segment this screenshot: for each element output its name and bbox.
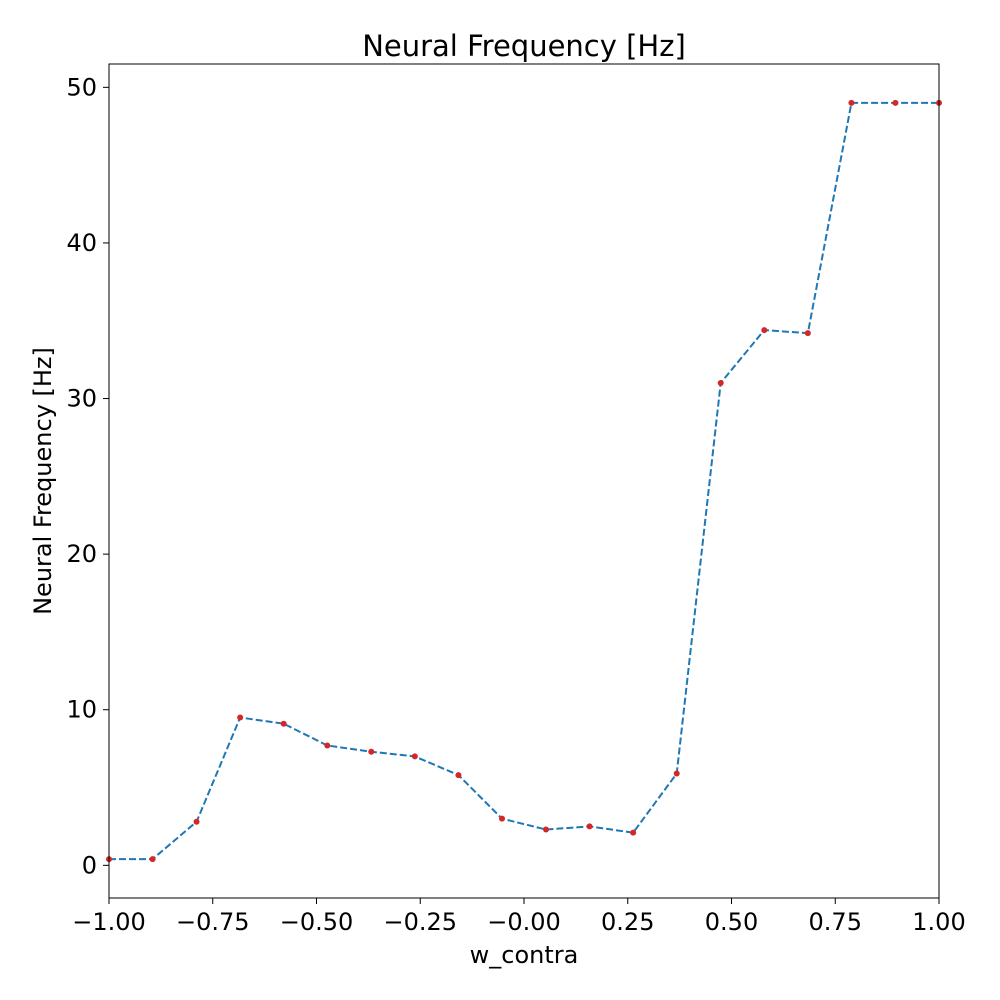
y-tick-label: 40 [66, 229, 97, 257]
data-point [499, 815, 506, 822]
data-point [761, 327, 768, 334]
data-point [149, 856, 156, 863]
x-tick-label: −0.25 [383, 908, 457, 936]
y-axis-ticks: 0 10 20 30 40 50 [66, 73, 109, 879]
x-axis-ticks: −1.00 −0.75 −0.50 −0.25 −0.00 0.25 0.50 0.75 1.0… [72, 898, 966, 936]
plot-series [106, 99, 942, 863]
data-point [892, 99, 899, 106]
x-tick-label: −0.50 [280, 908, 354, 936]
x-tick-label: 0.50 [705, 908, 758, 936]
x-tick-label: −0.00 [487, 908, 561, 936]
x-axis-label: w_contra [470, 941, 579, 969]
plot-frame [108, 63, 940, 899]
data-point [586, 823, 593, 830]
data-point [455, 772, 462, 779]
x-tick-label: −0.75 [176, 908, 250, 936]
series-line [109, 101, 939, 861]
data-point [804, 330, 811, 337]
y-tick-label: 20 [66, 540, 97, 568]
data-point [193, 818, 200, 825]
data-point [411, 753, 418, 760]
y-tick-label: 0 [82, 851, 97, 879]
y-tick-label: 10 [66, 696, 97, 724]
data-point [848, 99, 855, 106]
x-tick-label: −1.00 [72, 908, 146, 936]
x-tick-label: 0.25 [601, 908, 654, 936]
data-point [368, 748, 375, 755]
chart-title: Neural Frequency [Hz] [362, 29, 686, 63]
y-tick-label: 50 [66, 73, 97, 101]
data-point [237, 714, 244, 721]
y-axis-label: Neural Frequency [Hz] [29, 347, 57, 615]
data-point [717, 379, 724, 386]
data-point [673, 770, 680, 777]
y-tick-label: 30 [66, 385, 97, 413]
x-tick-label: 1.00 [912, 908, 965, 936]
data-point [280, 720, 287, 727]
data-point [542, 826, 549, 833]
data-point [630, 829, 637, 836]
x-tick-label: 0.75 [809, 908, 862, 936]
data-point [324, 742, 331, 749]
